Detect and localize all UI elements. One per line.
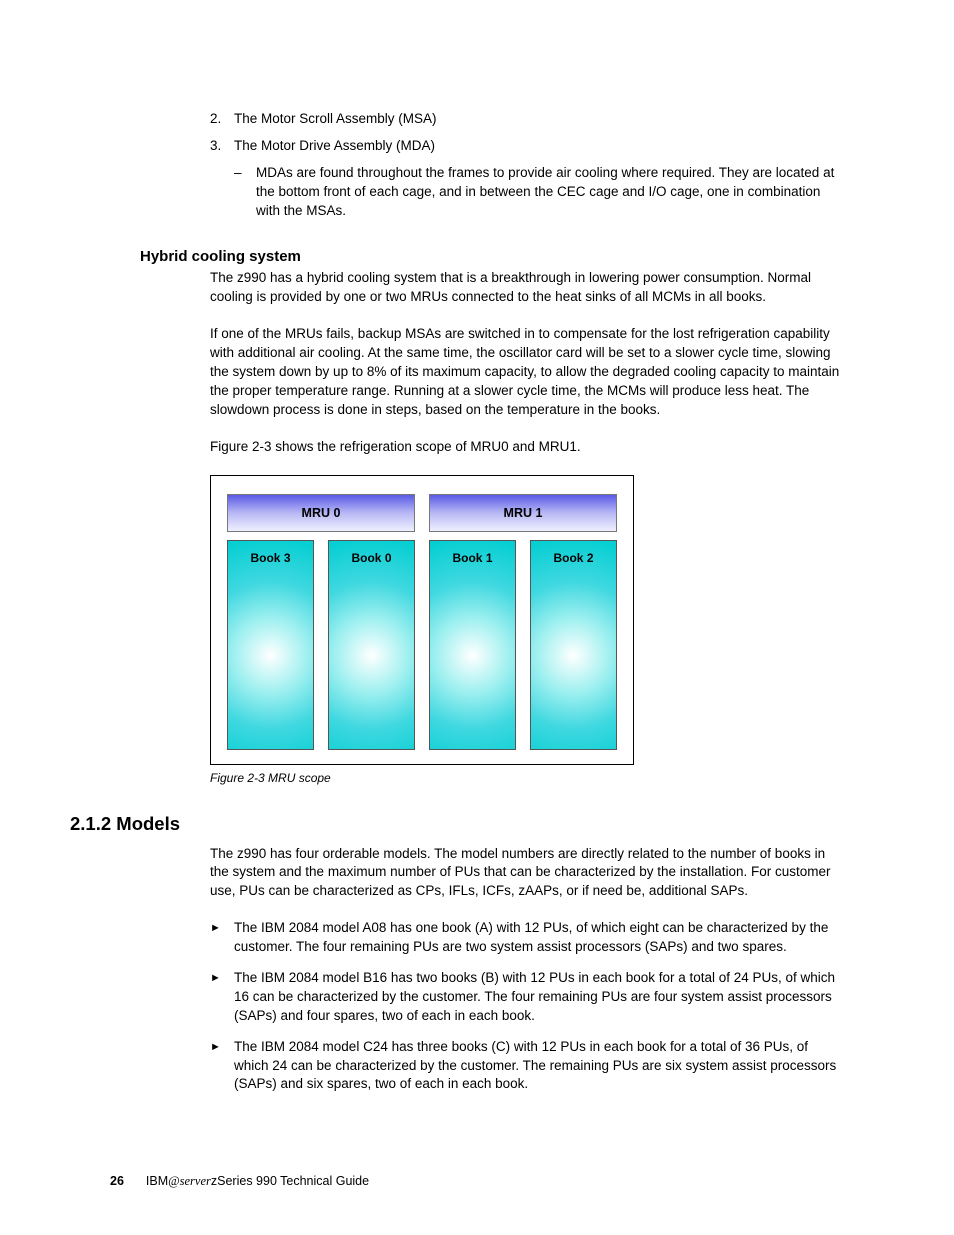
figure-caption: Figure 2-3 MRU scope: [210, 771, 844, 785]
book-3: Book 3: [227, 540, 314, 750]
book-1: Book 1: [429, 540, 516, 750]
heading-hybrid: Hybrid cooling system: [140, 248, 844, 265]
sub-list-text: MDAs are found throughout the frames to …: [256, 164, 844, 221]
bullet-marker-icon: ►: [210, 969, 234, 1026]
content-column: 2. The Motor Scroll Assembly (MSA) 3. Th…: [210, 110, 844, 1094]
bullet-text: The IBM 2084 model B16 has two books (B)…: [234, 969, 844, 1026]
paragraph: If one of the MRUs fails, backup MSAs ar…: [210, 325, 844, 419]
mru-header-0: MRU 0: [227, 494, 415, 532]
paragraph: Figure 2-3 shows the refrigeration scope…: [210, 438, 844, 457]
page: 2. The Motor Scroll Assembly (MSA) 3. Th…: [0, 0, 954, 1235]
paragraph: The z990 has four orderable models. The …: [210, 845, 844, 902]
bullet-text: The IBM 2084 model A08 has one book (A) …: [234, 919, 844, 957]
list-text: The Motor Scroll Assembly (MSA): [234, 110, 437, 129]
book-0: Book 0: [328, 540, 415, 750]
ordered-list-item-3: 3. The Motor Drive Assembly (MDA): [210, 137, 844, 156]
sub-list-item: – MDAs are found throughout the frames t…: [234, 164, 844, 221]
list-text: The Motor Drive Assembly (MDA): [234, 137, 435, 156]
mru-row: MRU 0 Book 3 Book 0 MRU 1 Book 1 Book 2: [227, 494, 617, 750]
footer-text-suffix: zSeries 990 Technical Guide: [211, 1174, 369, 1188]
bullet-marker-icon: ►: [210, 1038, 234, 1095]
book-row: Book 1 Book 2: [429, 540, 617, 750]
book-2: Book 2: [530, 540, 617, 750]
mru-column-0: MRU 0 Book 3 Book 0: [227, 494, 415, 750]
dash-marker: –: [234, 164, 256, 221]
bullet-item: ► The IBM 2084 model A08 has one book (A…: [210, 919, 844, 957]
bullet-item: ► The IBM 2084 model C24 has three books…: [210, 1038, 844, 1095]
footer-eserver-logo: @server: [168, 1174, 211, 1189]
bullet-text: The IBM 2084 model C24 has three books (…: [234, 1038, 844, 1095]
mru-column-1: MRU 1 Book 1 Book 2: [429, 494, 617, 750]
ordered-list-item-2: 2. The Motor Scroll Assembly (MSA): [210, 110, 844, 129]
list-number: 2.: [210, 110, 234, 129]
mru-header-1: MRU 1: [429, 494, 617, 532]
heading-models: 2.1.2 Models: [70, 813, 844, 835]
paragraph: The z990 has a hybrid cooling system tha…: [210, 269, 844, 307]
page-footer: 26 IBM @server zSeries 990 Technical Gui…: [110, 1174, 369, 1189]
figure-mru-scope: MRU 0 Book 3 Book 0 MRU 1 Book 1 Book 2: [210, 475, 634, 765]
bullet-marker-icon: ►: [210, 919, 234, 957]
page-number: 26: [110, 1174, 124, 1188]
bullet-item: ► The IBM 2084 model B16 has two books (…: [210, 969, 844, 1026]
footer-text-prefix: IBM: [146, 1174, 168, 1188]
list-number: 3.: [210, 137, 234, 156]
book-row: Book 3 Book 0: [227, 540, 415, 750]
